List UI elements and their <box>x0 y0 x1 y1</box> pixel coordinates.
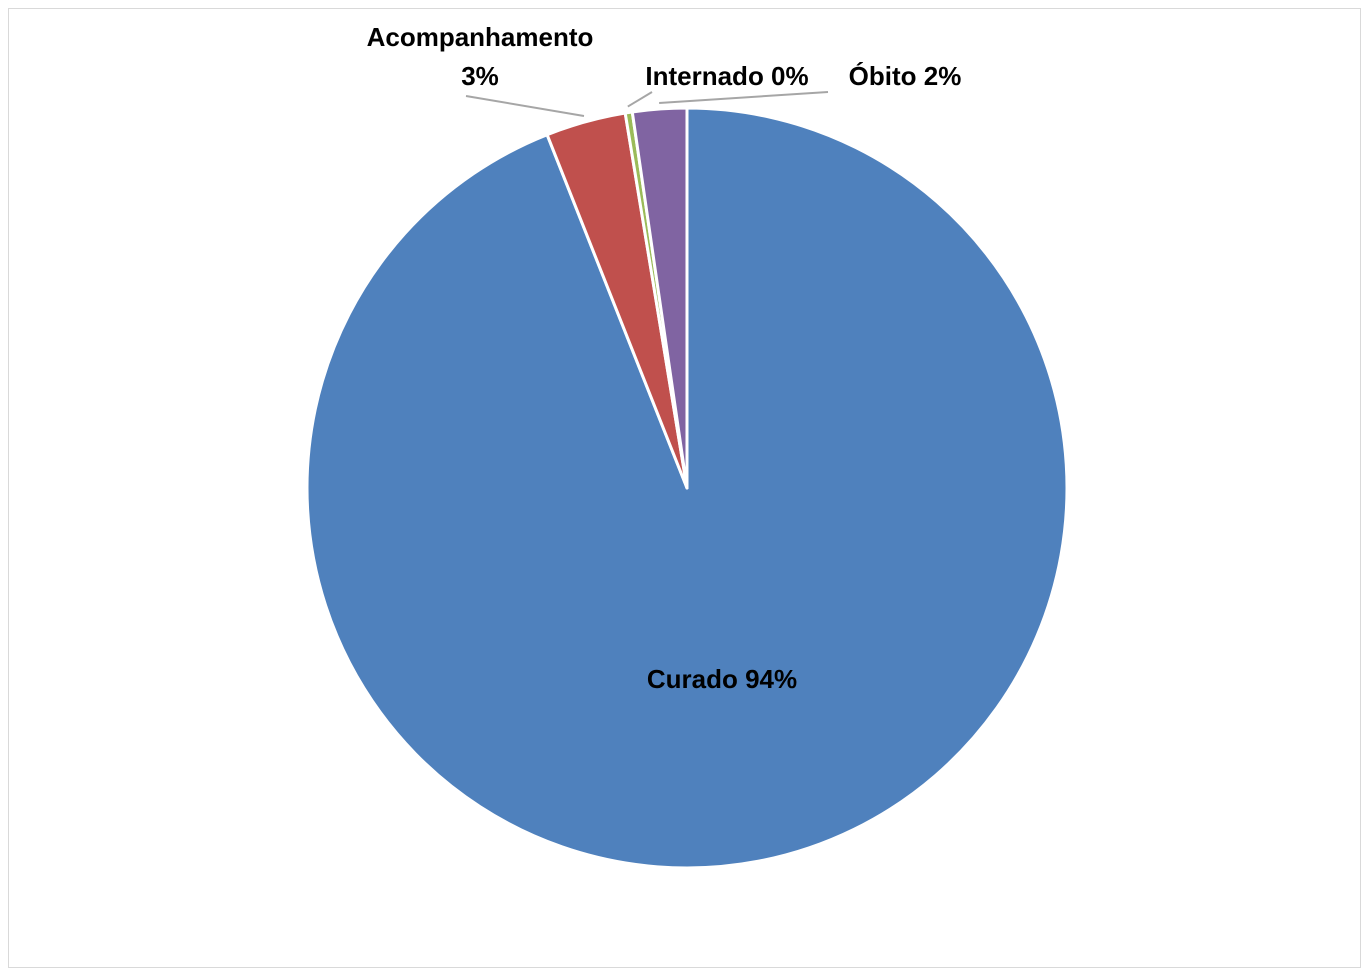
pie-slice-obito <box>630 106 689 490</box>
leader-line-acompanhamento <box>465 95 585 117</box>
leader-line-obito <box>659 91 829 105</box>
label-acompanhamento-pct: 3% <box>461 61 499 91</box>
leader-line-internado <box>627 91 653 108</box>
label-acompanhamento-name: Acompanhamento <box>367 22 594 52</box>
label-obito: Óbito 2% <box>849 61 962 91</box>
data-labels: Acompanhamento 3% Internado 0% Óbito 2% … <box>367 22 962 694</box>
leader-lines <box>465 91 829 117</box>
pie-slices <box>305 106 1069 870</box>
label-curado: Curado 94% <box>647 664 797 694</box>
label-internado: Internado 0% <box>645 61 808 91</box>
